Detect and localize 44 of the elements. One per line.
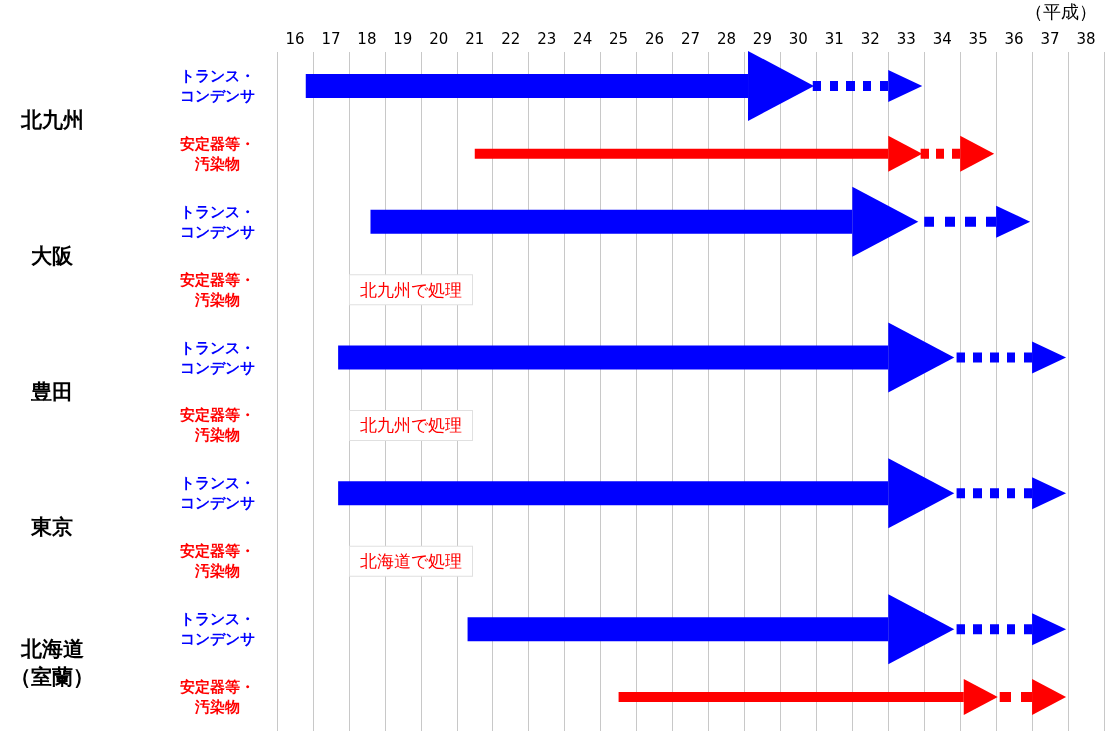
y-tick-label: トランス・コンデンサ <box>179 474 255 513</box>
x-tick-label: 16 <box>285 29 305 48</box>
annotation: 北九州で処理 <box>360 279 462 300</box>
x-tick-label: 21 <box>465 29 485 48</box>
y-tick-label: 安定器等・汚染物 <box>179 678 255 717</box>
x-tick-label: 18 <box>357 29 377 48</box>
x-tick-label: 27 <box>680 29 701 48</box>
x-tick-label: 36 <box>1004 29 1024 48</box>
x-tick-label: 17 <box>321 29 341 48</box>
x-tick-label: 31 <box>824 29 844 48</box>
y-tick-label: 安定器等・汚染物 <box>179 270 255 309</box>
x-tick-label: 24 <box>573 29 593 48</box>
x-tick-label: 38 <box>1076 29 1096 48</box>
text: 大阪 <box>31 243 74 268</box>
y-tick-label: トランス・コンデンサ <box>179 66 255 105</box>
x-tick-label: 23 <box>537 29 557 48</box>
text: 東京 <box>30 515 73 540</box>
x-tick-label: 28 <box>716 29 736 48</box>
y-tick-label: トランス・コンデンサ <box>179 202 255 241</box>
y-tick-label: トランス・コンデンサ <box>179 610 255 649</box>
x-tick-label: 30 <box>788 29 808 48</box>
x-tick-label: 19 <box>393 29 413 48</box>
annotation: 北海道で処理 <box>360 551 462 572</box>
x-tick-label: 32 <box>860 29 880 48</box>
x-tick-label: 20 <box>429 29 449 48</box>
x-tick-label: 29 <box>752 29 772 48</box>
y-tick-label: トランス・コンデンサ <box>179 338 255 377</box>
bar <box>920 148 961 159</box>
x-tick-label: 33 <box>896 29 916 48</box>
y-tick-label: 安定器等・汚染物 <box>179 134 255 173</box>
x-tick-label: 25 <box>609 29 629 48</box>
x-tick-label: 37 <box>1040 29 1060 48</box>
text: 北海道（室蘭） <box>10 637 94 690</box>
x-tick-label: 22 <box>501 29 521 48</box>
text: 北九州 <box>19 107 84 132</box>
text: 豊田 <box>30 379 73 404</box>
x-tick-label: 26 <box>645 29 665 48</box>
y-tick-label: 安定器等・汚染物 <box>179 542 255 581</box>
x-tick-label: 35 <box>968 29 988 48</box>
y-tick-label: 安定器等・汚染物 <box>179 406 255 445</box>
annotation: 北九州で処理 <box>360 415 462 436</box>
bar <box>999 692 1033 703</box>
x-axis-title: （平成） <box>1025 0 1097 22</box>
x-tick-label: 34 <box>932 29 952 48</box>
